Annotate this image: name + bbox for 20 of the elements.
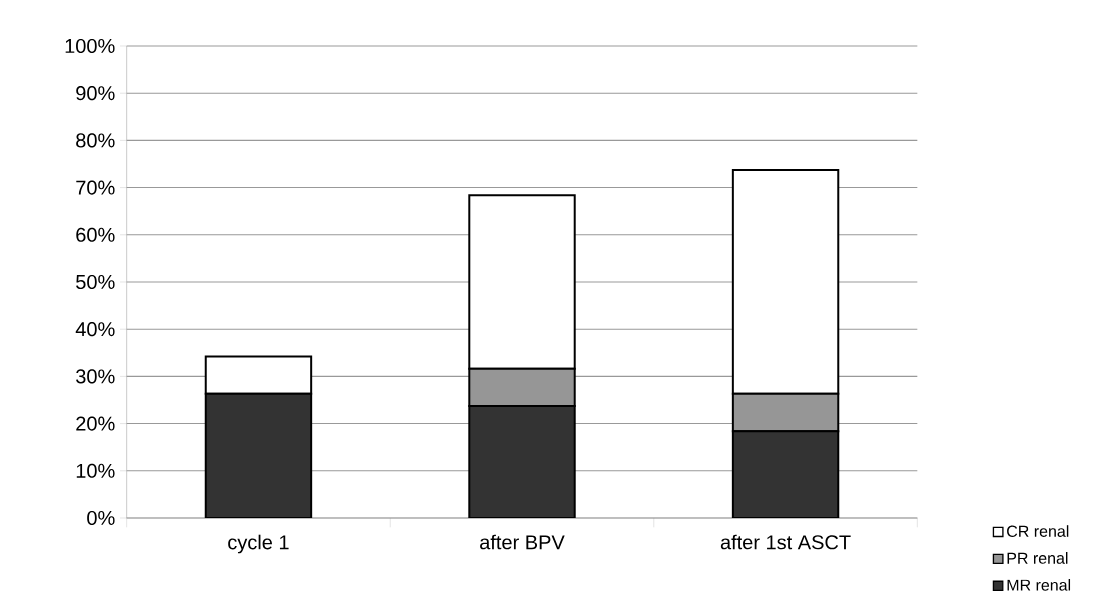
y-tick-label: 100% xyxy=(65,38,115,54)
x-tick-label: after BPV xyxy=(480,534,565,550)
y-tick-label: 80% xyxy=(76,133,115,148)
y-tick-label: 0% xyxy=(87,510,115,526)
y-tick-label: 40% xyxy=(75,322,115,337)
bar xyxy=(468,405,576,518)
y-tick-label: 70% xyxy=(76,180,115,195)
y-tick-label: 10% xyxy=(76,463,115,478)
y-tick-label: 60% xyxy=(76,227,115,242)
y-tick-label: 50% xyxy=(76,274,115,290)
y-tick-label: 90% xyxy=(76,86,115,101)
legend-label: PR renal xyxy=(1007,552,1068,564)
y-tick-label: 30% xyxy=(76,369,115,384)
bar xyxy=(731,430,840,518)
x-tick-label: cycle 1 xyxy=(228,534,289,554)
bar xyxy=(204,392,313,518)
legend-label: CR renal xyxy=(1007,525,1069,537)
legend-label: MR renal xyxy=(1007,579,1071,591)
x-tick-label: after 1st ASCT xyxy=(720,534,851,550)
y-tick-label: 20% xyxy=(76,416,115,431)
